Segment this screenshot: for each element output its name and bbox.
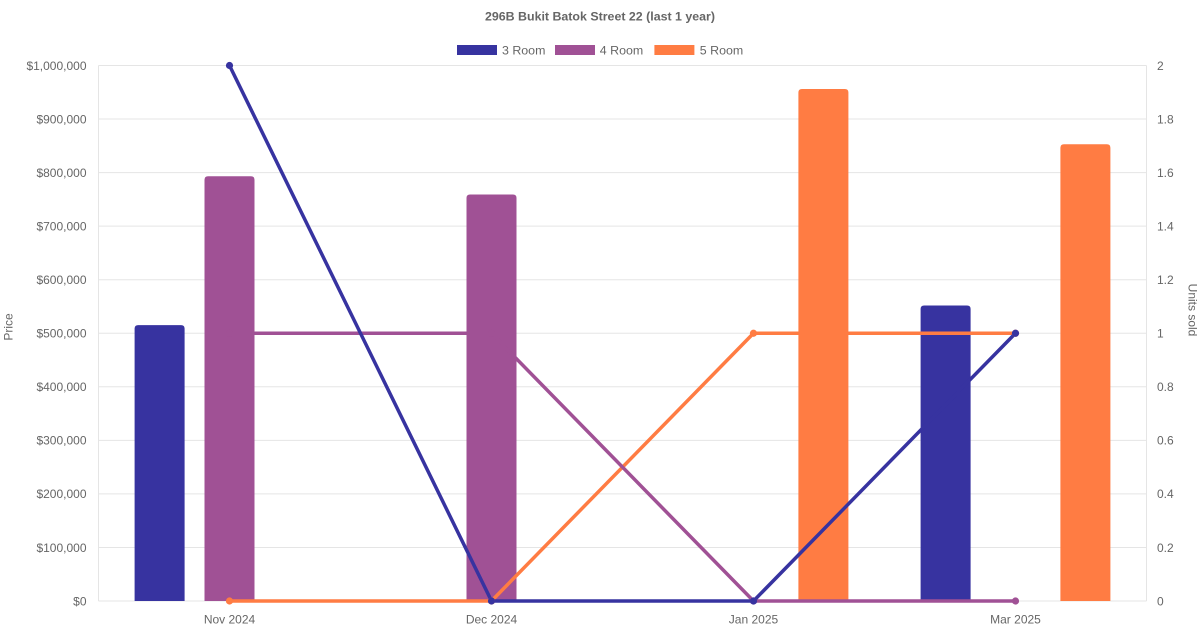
svg-text:$600,000: $600,000 (36, 273, 86, 287)
svg-text:$200,000: $200,000 (36, 487, 86, 501)
svg-text:0: 0 (1157, 594, 1164, 608)
svg-text:$800,000: $800,000 (36, 166, 86, 180)
svg-text:$700,000: $700,000 (36, 219, 86, 233)
svg-text:Mar 2025: Mar 2025 (990, 613, 1041, 627)
svg-text:2: 2 (1157, 59, 1164, 73)
svg-text:$100,000: $100,000 (36, 541, 86, 555)
svg-text:$500,000: $500,000 (36, 327, 86, 341)
svg-text:Jan 2025: Jan 2025 (729, 613, 779, 627)
svg-text:1.2: 1.2 (1157, 273, 1174, 287)
svg-text:0.4: 0.4 (1157, 487, 1174, 501)
svg-text:$900,000: $900,000 (36, 112, 86, 126)
svg-text:0.2: 0.2 (1157, 541, 1174, 555)
svg-text:296B Bukit Batok Street 22 (la: 296B Bukit Batok Street 22 (last 1 year) (485, 10, 715, 24)
svg-text:1: 1 (1157, 327, 1164, 341)
svg-text:Units sold: Units sold (1186, 284, 1200, 337)
svg-text:$1,000,000: $1,000,000 (26, 59, 86, 73)
svg-text:1.4: 1.4 (1157, 219, 1174, 233)
svg-text:3 Room: 3 Room (502, 44, 545, 58)
svg-text:0.8: 0.8 (1157, 380, 1174, 394)
svg-text:0.6: 0.6 (1157, 434, 1174, 448)
svg-text:4 Room: 4 Room (600, 44, 643, 58)
svg-text:$300,000: $300,000 (36, 434, 86, 448)
svg-text:1.6: 1.6 (1157, 166, 1174, 180)
svg-text:Price: Price (1, 313, 15, 341)
svg-text:$400,000: $400,000 (36, 380, 86, 394)
svg-text:Nov 2024: Nov 2024 (204, 613, 256, 627)
svg-text:$0: $0 (73, 594, 87, 608)
svg-text:1.8: 1.8 (1157, 112, 1174, 126)
svg-text:5 Room: 5 Room (700, 44, 743, 58)
svg-text:Dec 2024: Dec 2024 (466, 613, 518, 627)
